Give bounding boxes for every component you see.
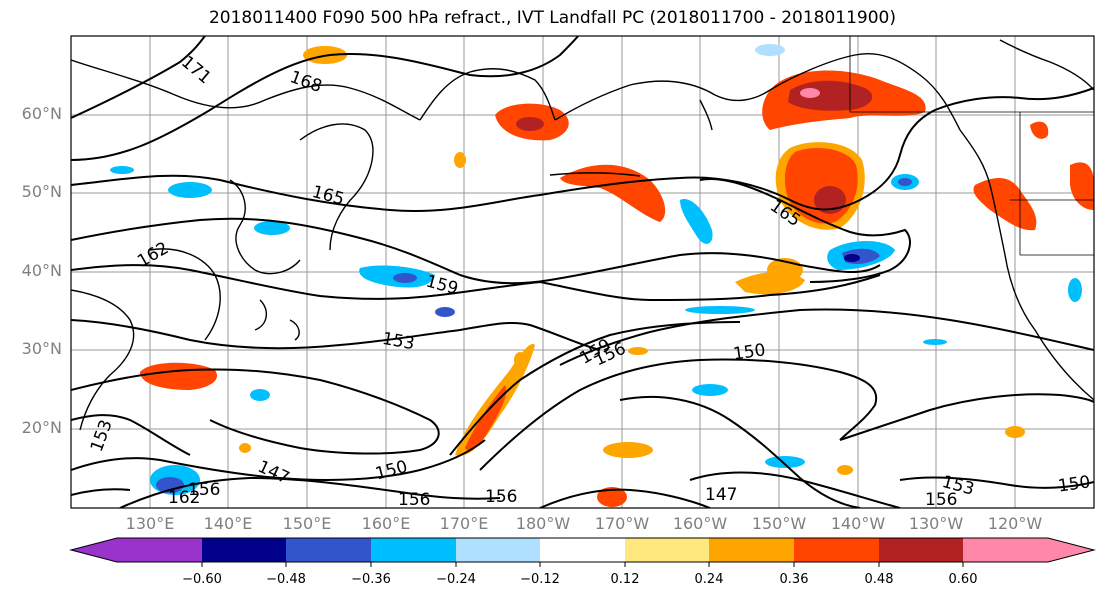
contour-label-group: 171 168 165 165 162 159 153 159 156 150 … [87,52,1092,510]
contour-label: 150 [732,340,767,364]
lat-label-60n: 60°N [21,104,62,123]
colorbar-tick-label: 0.48 [864,572,894,587]
contour-label: 156 [925,490,957,510]
shade-neg-ne-pacific-core [844,254,860,262]
colorbar-extend-left [71,538,117,562]
colorbar-segment [117,538,202,562]
shade-neg-9 [1068,278,1082,302]
lon-label-120w: 120°W [987,514,1043,533]
negative-shading [110,44,1082,495]
lat-label-20n: 20°N [21,418,62,437]
colorbar-segment [202,538,286,562]
shade-neg-2 [254,221,290,235]
colorbar-segment [794,538,879,562]
colorbar-tick-label: −0.12 [520,572,560,587]
colorbar-tick-label: 0.24 [694,572,724,587]
lon-label-170w: 170°W [594,514,650,533]
colorbar-segment [540,538,625,562]
lon-label-140w: 140°W [830,514,886,533]
colorbar-segment [286,538,371,562]
shade-pnw [973,178,1037,231]
colorbar-tick-label: 0.60 [948,572,978,587]
shade-neg-12 [755,44,785,56]
map-frame [70,35,1095,509]
colorbar-outline [69,537,1096,563]
map-title: 2018011400 F090 500 hPa refract., IVT La… [208,8,896,28]
shade-neg-11 [923,339,947,345]
shade-small-4 [628,347,648,355]
shade-neg-3 [110,166,134,174]
colorbar-tick-label: −0.48 [266,572,306,587]
shade-gulf-alaska-peak [800,88,820,98]
shade-small-7 [514,352,526,368]
shade-bering-core [516,117,544,131]
shade-neg-6 [692,384,728,396]
shade-aleutian [560,164,666,222]
colorbar [69,537,1096,567]
lon-label-160w: 160°W [672,514,728,533]
shade-neg-10 [250,389,270,401]
contour-label: 147 [705,485,737,505]
shade-small-2 [1005,426,1025,438]
colorbar-segment [963,538,1048,562]
shade-small-3 [454,152,466,168]
shade-neg-5 [685,306,755,314]
colorbar-segment [879,538,963,562]
shade-small-6 [239,443,251,453]
shade-pnw-2 [1030,121,1049,139]
shade-trop-2 [597,487,627,507]
shade-neg-4-core [898,178,912,186]
colorbar-extend-right [1048,538,1094,562]
lat-label-30n: 30°N [21,339,62,358]
contour-label: 156 [485,487,517,507]
colorbar-segment [456,538,540,562]
lon-label-150w: 150°W [751,514,807,533]
graticule [71,36,1094,508]
contour-label: 156 [188,480,220,500]
colorbar-segment [371,538,456,562]
lon-label-150e: 150°E [282,514,332,533]
colorbar-segment [625,538,709,562]
contour-label: 156 [398,490,430,510]
shade-neg-13 [435,307,455,317]
positive-shading [140,46,1094,507]
lon-label-170e: 170°E [439,514,489,533]
lon-label-140e: 140°E [203,514,253,533]
lon-label-160e: 160°E [361,514,411,533]
contour-label: 162 [168,488,200,508]
shade-neg-7 [765,456,805,468]
lat-label-40n: 40°N [21,261,62,280]
shade-neg-aleutian [680,199,713,244]
colorbar-tick-label: −0.36 [351,572,391,587]
shade-neg-japan-core [393,273,417,283]
shade-pnw-east [1070,162,1094,210]
colorbar-tick-label: 0.36 [779,572,809,587]
lon-label-180w: 180°W [515,514,571,533]
lon-label-130e: 130°E [125,514,175,533]
colorbar-tick-label: 0.12 [610,572,640,587]
borders [849,36,1094,256]
contour-label: 150 [1057,472,1092,496]
colorbar-segment [709,538,794,562]
shade-neg-1 [168,182,212,198]
lat-label-50n: 50°N [21,182,62,201]
shade-small-5 [837,465,853,475]
colorbar-tick-label: −0.24 [436,572,476,587]
lon-label-130w: 130°W [908,514,964,533]
colorbar-tick-label: −0.60 [182,572,222,587]
shade-trop-1 [603,442,653,458]
height-contours [71,36,1094,508]
